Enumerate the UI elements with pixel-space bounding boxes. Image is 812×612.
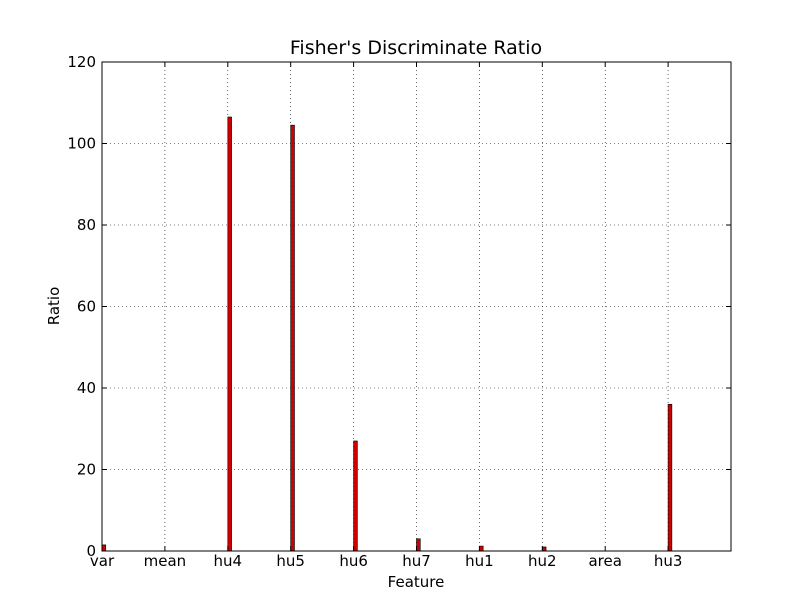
bar-hu2	[541, 546, 547, 552]
bar-hu4	[227, 116, 232, 552]
y-tick-label: 60	[77, 298, 96, 316]
y-tick-label: 20	[77, 461, 96, 479]
y-tick-label: 40	[77, 379, 96, 397]
bar-hu5	[290, 124, 295, 552]
y-tick-label: 120	[67, 53, 96, 71]
bar-hu7	[416, 538, 421, 552]
grid-lines	[102, 62, 731, 551]
y-tick-label: 100	[67, 135, 96, 153]
bars	[101, 116, 673, 552]
x-tick-label: hu2	[528, 552, 557, 570]
chart-title: Fisher's Discriminate Ratio	[290, 37, 542, 59]
x-axis-label: Feature	[388, 573, 445, 591]
bar-var	[101, 544, 107, 552]
x-tick-label: mean	[144, 552, 187, 570]
x-tick-label: var	[90, 552, 115, 570]
x-tick-label: hu7	[402, 552, 431, 570]
y-axis-label: Ratio	[45, 287, 63, 326]
x-tick-label: hu4	[214, 552, 243, 570]
x-tick-label: hu1	[465, 552, 494, 570]
x-tick-label: hu6	[339, 552, 368, 570]
bar-hu1	[479, 545, 484, 552]
y-tick-label: 80	[77, 216, 96, 234]
x-tick-label: hu5	[276, 552, 305, 570]
ticks: 0 20 40 60 80 100 120 var mean hu4 hu5 hu6 hu7 hu1 hu2…	[67, 53, 731, 570]
x-tick-label: hu3	[654, 552, 683, 570]
y-tick-label: 0	[86, 542, 96, 560]
bar-hu3	[667, 403, 673, 552]
x-tick-label: area	[588, 552, 621, 570]
bar-hu6	[353, 440, 358, 552]
